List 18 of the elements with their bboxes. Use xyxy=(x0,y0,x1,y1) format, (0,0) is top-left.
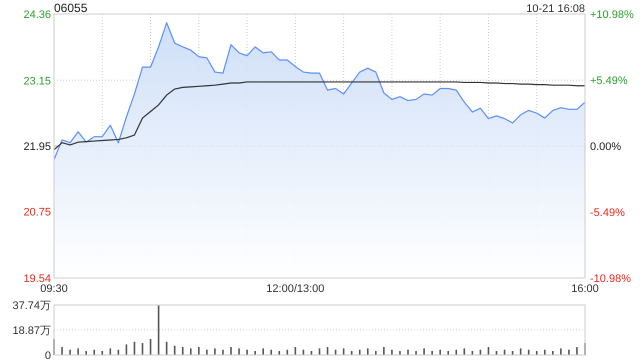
y-tick-label: 37.74万 xyxy=(12,300,51,312)
x-tick-label: 12:00/13:00 xyxy=(266,283,324,295)
y-tick-label: 23.15 xyxy=(23,75,51,88)
y2-tick-label: -10.98% xyxy=(590,273,632,285)
y2-tick-label: -5.49% xyxy=(590,207,626,219)
x-tick-label: 16:00 xyxy=(571,283,599,295)
y-tick-label: 21.95 xyxy=(23,141,51,153)
y2-tick-label: +5.49% xyxy=(590,75,628,87)
y-tick-label: 24.36 xyxy=(23,9,51,21)
y-tick-label: 20.75 xyxy=(23,206,51,219)
chart-title: 06055 xyxy=(54,1,88,15)
y-tick-label: 19.54 xyxy=(23,273,51,285)
y-tick-label: 18.87万 xyxy=(12,325,51,337)
y2-tick-label: 0.00% xyxy=(590,141,622,153)
y-tick-label: 0 xyxy=(44,350,51,360)
chart-subtitle: 10-21 16:08 xyxy=(526,3,585,15)
y2-tick-label: +10.98% xyxy=(590,9,634,21)
x-tick-label: 09:30 xyxy=(40,283,68,295)
